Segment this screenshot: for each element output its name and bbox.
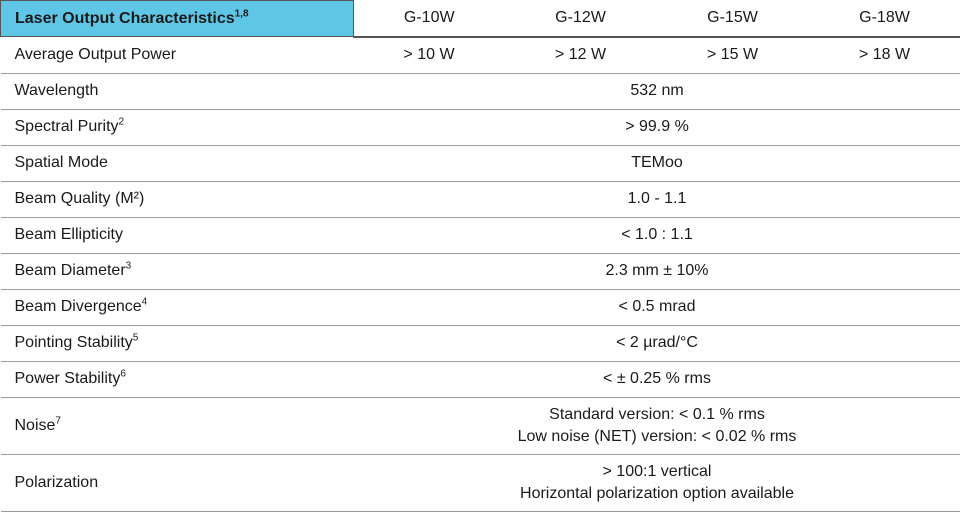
label-cell: Average Output Power — [1, 37, 354, 74]
value-cell: > 12 W — [505, 37, 657, 74]
label-cell: Beam Diameter3 — [1, 253, 354, 289]
row-label: Beam Divergence — [15, 298, 142, 315]
value-cell: < 2 µrad/°C — [354, 325, 960, 361]
spec-row: Average Output Power > 10 W > 12 W > 15 W > … — [1, 37, 960, 74]
row-label: Beam Quality (M²) — [15, 190, 145, 207]
value: < 0.5 mrad — [619, 298, 696, 315]
column-header-cell: G-10W — [354, 1, 505, 37]
label-cell: Pointing Stability5 — [1, 325, 354, 361]
spec-row: Beam Ellipticity < 1.0 : 1.1 — [1, 217, 960, 253]
value-line: Horizontal polarization option available — [354, 483, 960, 505]
value: > 99.9 % — [625, 118, 689, 135]
value-cell: < 1.0 : 1.1 — [354, 217, 960, 253]
footnote-ref: 6 — [120, 369, 126, 380]
row-label: Power Stability — [15, 370, 121, 387]
header-title: Laser Output Characteristics — [15, 10, 235, 27]
value-cell: 532 nm — [354, 73, 960, 109]
value: > 18 W — [859, 46, 910, 63]
label-cell: Power Stability6 — [1, 361, 354, 397]
spec-row: Beam Quality (M²) 1.0 - 1.1 — [1, 181, 960, 217]
value-cell: > 10 W — [354, 37, 505, 74]
spec-row: Power Stability6 < ± 0.25 % rms — [1, 361, 960, 397]
spec-row: Spectral Purity2 > 99.9 % — [1, 109, 960, 145]
value-cell: < 0.5 mrad — [354, 289, 960, 325]
value-cell: > 18 W — [809, 37, 960, 74]
footnote-ref: 4 — [142, 297, 148, 308]
column-header-cell: G-18W — [809, 1, 960, 37]
spec-row: Wavelength 532 nm — [1, 73, 960, 109]
row-label: Pointing Stability — [15, 334, 133, 351]
value-line: Low noise (NET) version: < 0.02 % rms — [354, 426, 960, 448]
footnote-ref: 3 — [126, 261, 132, 272]
column-header-cell: G-12W — [505, 1, 657, 37]
spec-row: Pointing Stability5 < 2 µrad/°C — [1, 325, 960, 361]
row-label: Polarization — [15, 474, 99, 491]
row-label: Wavelength — [15, 82, 99, 99]
label-cell: Beam Quality (M²) — [1, 181, 354, 217]
footnote-ref: 2 — [119, 117, 125, 128]
value-line: Standard version: < 0.1 % rms — [354, 404, 960, 426]
column-header: G-15W — [707, 9, 758, 26]
value: 2.3 mm ± 10% — [605, 262, 708, 279]
value: < 2 µrad/°C — [616, 334, 698, 351]
spec-row: Beam Diameter3 2.3 mm ± 10% — [1, 253, 960, 289]
label-cell: Noise7 — [1, 397, 354, 454]
header-title-cell: Laser Output Characteristics1,8 — [1, 1, 354, 37]
value-cell: 2.3 mm ± 10% — [354, 253, 960, 289]
label-cell: Wavelength — [1, 73, 354, 109]
spec-row: Spatial Mode TEMoo — [1, 145, 960, 181]
label-cell: Beam Ellipticity — [1, 217, 354, 253]
row-label: Beam Ellipticity — [15, 226, 123, 243]
value: > 12 W — [555, 46, 606, 63]
value-cell: > 15 W — [657, 37, 809, 74]
value: TEMoo — [631, 154, 683, 171]
label-cell: Polarization — [1, 454, 354, 511]
value-line: > 100:1 vertical — [354, 461, 960, 483]
column-header: G-18W — [859, 9, 910, 26]
label-cell: Beam Divergence4 — [1, 289, 354, 325]
footnote-ref: 5 — [133, 333, 139, 344]
column-header-cell: G-15W — [657, 1, 809, 37]
row-label: Spectral Purity — [15, 118, 119, 135]
row-label: Average Output Power — [15, 46, 177, 63]
column-header: G-10W — [404, 9, 455, 26]
value: 1.0 - 1.1 — [628, 190, 687, 207]
value: < 1.0 : 1.1 — [621, 226, 693, 243]
spec-row: Beam Divergence4 < 0.5 mrad — [1, 289, 960, 325]
value: < ± 0.25 % rms — [603, 370, 711, 387]
label-cell: Spatial Mode — [1, 145, 354, 181]
value-cell: TEMoo — [354, 145, 960, 181]
footnote-ref: 1,8 — [235, 8, 249, 19]
label-cell: Spectral Purity2 — [1, 109, 354, 145]
value: > 10 W — [403, 46, 454, 63]
value-cell: < ± 0.25 % rms — [354, 361, 960, 397]
row-label: Noise — [15, 417, 56, 434]
value: 532 nm — [630, 82, 683, 99]
footnote-ref: 7 — [55, 415, 61, 426]
value-cell: 1.0 - 1.1 — [354, 181, 960, 217]
column-header: G-12W — [555, 9, 606, 26]
value-cell: > 99.9 % — [354, 109, 960, 145]
header-row: Laser Output Characteristics1,8 G-10W G-12… — [1, 1, 960, 37]
row-label: Beam Diameter — [15, 262, 126, 279]
value: > 15 W — [707, 46, 758, 63]
row-label: Spatial Mode — [15, 154, 108, 171]
